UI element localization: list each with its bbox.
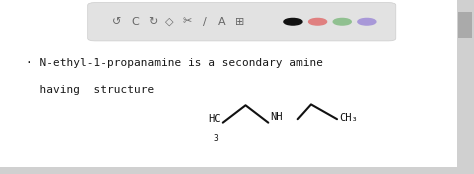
Circle shape (309, 18, 327, 25)
Circle shape (358, 18, 376, 25)
FancyBboxPatch shape (88, 3, 396, 41)
Circle shape (284, 18, 302, 25)
Bar (458, 12, 472, 38)
Bar (0, 167, 474, 174)
Text: 3: 3 (213, 134, 218, 143)
Text: having  structure: having structure (26, 85, 155, 96)
Text: ⊞: ⊞ (235, 17, 244, 27)
Text: HC: HC (208, 114, 220, 124)
Text: /: / (203, 17, 207, 27)
Bar (457, 0, 474, 167)
Text: ◇: ◇ (165, 17, 174, 27)
Text: ↺: ↺ (111, 17, 121, 27)
Circle shape (333, 18, 351, 25)
Text: ✂: ✂ (182, 17, 192, 27)
Text: A: A (218, 17, 226, 27)
Text: NH: NH (271, 112, 283, 122)
Text: · N-ethyl-1-propanamine is a secondary amine: · N-ethyl-1-propanamine is a secondary a… (26, 58, 323, 68)
Text: ↻: ↻ (148, 17, 157, 27)
Text: C: C (131, 17, 139, 27)
Text: CH₃: CH₃ (339, 113, 358, 123)
